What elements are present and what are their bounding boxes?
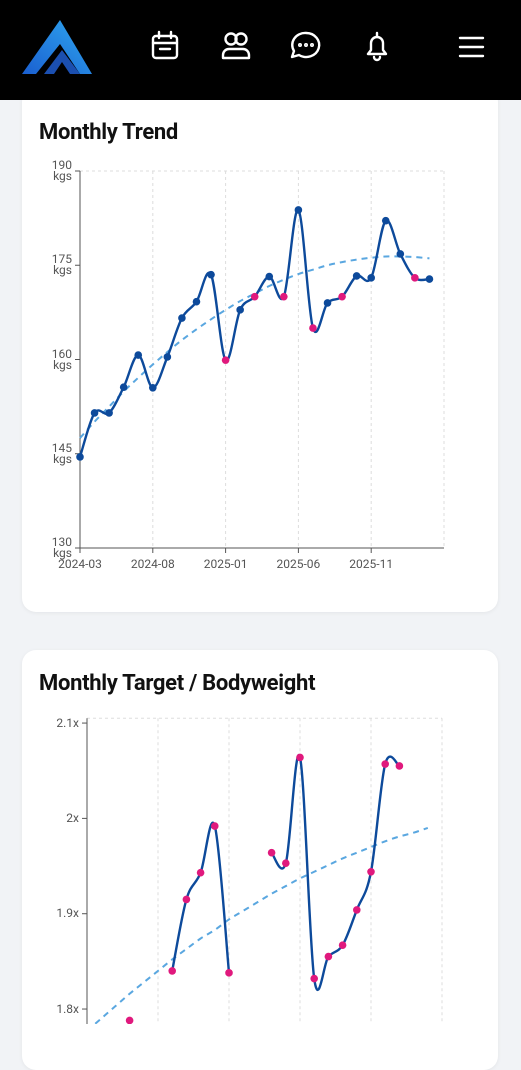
data-point: [236, 306, 244, 314]
data-point: [352, 272, 361, 280]
data-point: [353, 906, 361, 914]
data-point: [282, 859, 290, 867]
data-point: [310, 974, 319, 983]
x-tick-label: 2024-03: [58, 557, 102, 571]
data-point: [125, 1016, 134, 1024]
y-tick-label: 130 kgs: [51, 535, 72, 560]
y-tick-label: 145 kgs: [51, 440, 72, 466]
chart-title: Monthly Trend: [39, 120, 178, 145]
data-point: [294, 206, 303, 214]
chat-icon[interactable]: [290, 31, 321, 59]
data-point: [296, 753, 304, 762]
data-point: [178, 314, 186, 322]
data-point: [338, 941, 347, 949]
calendar-icon[interactable]: [151, 30, 179, 60]
data-point: [211, 822, 219, 830]
y-tick-label: 2x: [66, 810, 79, 825]
app-header: [0, 0, 521, 100]
y-tick-label: 160 kgs: [51, 346, 72, 372]
data-point: [168, 967, 176, 975]
data-point: [119, 383, 128, 391]
chart-title: Monthly Target / Bodyweight: [39, 671, 316, 696]
y-tick-label: 175 kgs: [51, 252, 72, 278]
data-point: [182, 895, 191, 904]
data-point: [367, 274, 376, 282]
trend-line: [79, 255, 430, 439]
data-point: [134, 351, 143, 359]
y-tick-label: 2.1x: [56, 715, 79, 730]
data-line: [78, 208, 430, 458]
data-point: [324, 952, 333, 961]
data-point: [149, 383, 157, 392]
data-point: [163, 353, 172, 361]
x-tick-label: 2025-11: [349, 557, 393, 571]
data-point: [225, 969, 233, 977]
trend-line: [93, 826, 429, 1024]
data-point: [367, 867, 375, 876]
card: [22, 650, 498, 1070]
users-icon[interactable]: [221, 32, 251, 60]
charts: Monthly Trend 2024-03 2024-08 2025-01 2025-0…: [39, 120, 445, 1024]
data-point: [105, 409, 113, 417]
data-point: [192, 297, 201, 306]
data-point: [396, 250, 405, 258]
data-point: [381, 216, 390, 225]
y-tick-label: 1.9x: [56, 906, 79, 921]
data-line: [270, 753, 401, 991]
data-point: [411, 274, 419, 282]
y-tick-label: 190 kgs: [51, 158, 72, 183]
data-point: [338, 292, 346, 301]
data-point: [323, 299, 332, 307]
logo[interactable]: [22, 20, 92, 74]
data-point: [90, 409, 99, 417]
data-point: [395, 762, 404, 770]
data-point: [221, 356, 230, 364]
data-point: [207, 270, 215, 279]
data-point: [76, 453, 84, 461]
data-point: [250, 292, 259, 301]
data-point: [425, 275, 434, 283]
data-point: [196, 868, 205, 877]
y-tick-label: 1.8x: [56, 1001, 79, 1016]
x-tick-label: 2024-08: [131, 557, 175, 571]
data-point: [381, 760, 390, 768]
data-point: [265, 272, 274, 281]
card: [22, 88, 498, 612]
data-point: [309, 324, 317, 332]
data-line: [171, 821, 231, 973]
menu-icon[interactable]: [458, 36, 485, 58]
x-tick-label: 2025-01: [204, 557, 248, 571]
data-point: [280, 292, 288, 301]
header-icons: [22, 20, 485, 74]
data-point: [267, 848, 276, 857]
bell-icon[interactable]: [366, 31, 388, 62]
x-tick-label: 2025-06: [277, 557, 321, 571]
